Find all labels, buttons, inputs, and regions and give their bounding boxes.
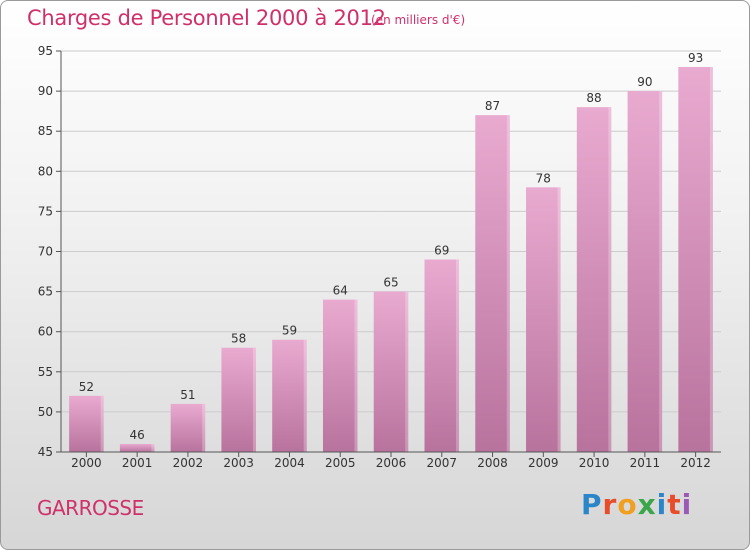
x-tick-label: 2012 <box>680 456 711 470</box>
bar-highlight <box>456 259 460 452</box>
logo-letter: i <box>656 488 668 521</box>
x-tick-label: 2011 <box>630 456 661 470</box>
logo-letter: t <box>667 488 682 521</box>
bar <box>119 443 155 452</box>
x-tick-label: 2009 <box>528 456 559 470</box>
data-label: 78 <box>536 171 551 185</box>
bar-highlight <box>506 115 510 452</box>
y-tick-label: 65 <box>38 285 53 299</box>
x-tick-label: 2005 <box>325 456 356 470</box>
data-label: 59 <box>282 324 297 338</box>
bar-highlight <box>405 291 409 452</box>
bar <box>221 347 256 452</box>
logo-letter: P <box>581 488 603 521</box>
y-tick-label: 50 <box>38 405 53 419</box>
proxiti-logo[interactable]: Proxiti <box>581 488 692 521</box>
bar-highlight <box>202 403 206 452</box>
y-tick-label: 85 <box>38 124 53 138</box>
bar-highlight <box>303 339 307 452</box>
x-tick-label: 2010 <box>579 456 610 470</box>
y-tick-label: 45 <box>38 445 53 459</box>
x-tick-label: 2001 <box>122 456 153 470</box>
logo-letter: r <box>602 488 618 521</box>
bar <box>373 291 409 452</box>
x-tick-label: 2000 <box>71 456 102 470</box>
labels: 45 50 55 60 65 70 75 80 85 90 95 52 2000 46 2001 51 2002… <box>38 44 711 470</box>
x-tick-label: 2006 <box>376 456 407 470</box>
bar <box>69 395 104 452</box>
bar-highlight <box>659 91 663 452</box>
data-label: 58 <box>231 332 246 346</box>
bar <box>322 299 358 452</box>
bar-highlight <box>100 395 104 452</box>
data-label: 87 <box>485 99 500 113</box>
logo-letter: i <box>681 488 693 521</box>
y-tick-label: 55 <box>38 365 53 379</box>
bar-highlight <box>557 187 561 452</box>
x-tick-label: 2004 <box>274 456 305 470</box>
data-label: 65 <box>383 276 398 290</box>
x-tick-label: 2008 <box>477 456 508 470</box>
y-tick-label: 90 <box>38 84 53 98</box>
data-label: 64 <box>333 284 348 298</box>
bars <box>69 67 713 452</box>
bar <box>272 339 307 452</box>
chart-title: Charges de Personnel 2000 à 2012 <box>27 6 386 30</box>
chart-subtitle: (en milliers d'€) <box>371 13 466 27</box>
data-label: 51 <box>180 388 195 402</box>
bar <box>678 67 713 452</box>
x-tick-label: 2007 <box>426 456 457 470</box>
y-tick-label: 70 <box>38 245 53 259</box>
bar-highlight <box>608 107 612 452</box>
y-tick-label: 95 <box>38 44 53 58</box>
bar-highlight <box>709 67 713 452</box>
x-tick-label: 2003 <box>223 456 254 470</box>
commune-name: GARROSSE <box>37 496 144 520</box>
y-tick-label: 80 <box>38 164 53 178</box>
bar <box>475 115 510 452</box>
axes <box>56 50 721 457</box>
bar <box>576 107 612 452</box>
x-tick-label: 2002 <box>173 456 204 470</box>
y-tick-label: 60 <box>38 325 53 339</box>
bar-highlight <box>252 347 256 452</box>
bar-highlight <box>354 299 358 452</box>
bar <box>170 403 206 452</box>
data-label: 52 <box>79 380 94 394</box>
bar <box>627 91 663 452</box>
data-label: 46 <box>130 428 145 442</box>
bar-highlight <box>151 443 155 452</box>
data-label: 69 <box>434 244 449 258</box>
logo-letter: o <box>617 488 638 521</box>
y-tick-label: 75 <box>38 204 53 218</box>
bar <box>526 187 561 452</box>
data-label: 88 <box>586 91 601 105</box>
data-label: 93 <box>688 51 703 65</box>
bar <box>424 259 460 452</box>
data-label: 90 <box>637 75 652 89</box>
logo-letter: x <box>637 488 657 521</box>
